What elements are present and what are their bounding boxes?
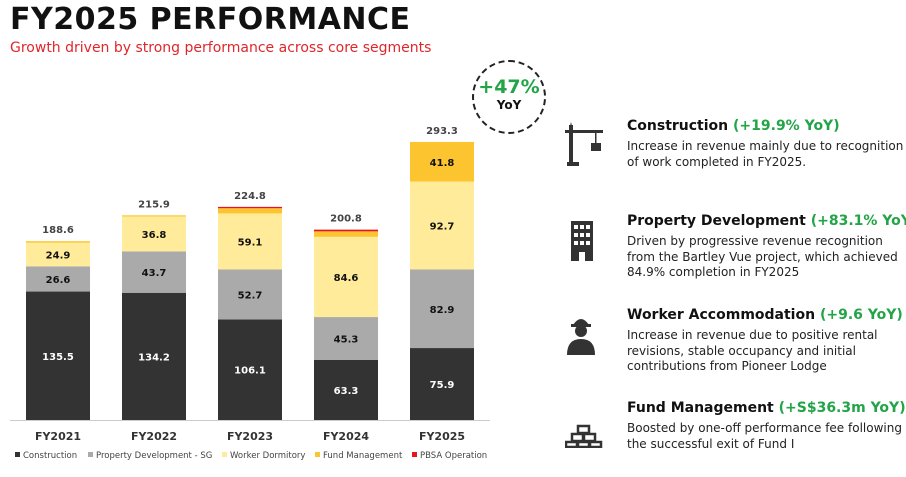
legend-label: PBSA Operation [420, 451, 487, 461]
legend-label: Construction [23, 451, 77, 461]
bar-segment [314, 317, 378, 360]
x-tick-label: FY2023 [227, 430, 273, 443]
total-label: 224.8 [234, 191, 266, 202]
total-label: 215.9 [138, 199, 170, 210]
legend-swatch [222, 452, 227, 457]
segment-title: Fund Management [627, 400, 774, 416]
data-label: 92.7 [430, 222, 455, 233]
data-label: 63.3 [334, 386, 359, 397]
bar-segment [122, 292, 186, 420]
bar-segment [410, 348, 474, 420]
segment-title: Property Development [627, 213, 806, 229]
legend-swatch [315, 452, 320, 457]
x-tick-label: FY2021 [35, 430, 81, 443]
bar-segment [218, 213, 282, 270]
x-tick-label: FY2024 [323, 430, 369, 443]
bar-segment [26, 242, 90, 267]
bar-segment [26, 266, 90, 292]
segment-title: Construction [627, 118, 729, 134]
crane-icon [565, 122, 603, 166]
segment-desc: Increase in revenue due to positive rent… [627, 328, 878, 373]
worker-icon [567, 319, 595, 355]
legend-label: Worker Dormitory [230, 451, 305, 461]
legend-label: Fund Management [323, 451, 403, 461]
segment-yoy: (+19.9% YoY) [733, 118, 840, 134]
yoy-badge: +47% YoY [472, 60, 546, 134]
data-label: 84.6 [334, 273, 359, 284]
data-label: 59.1 [238, 237, 263, 248]
bar-segment [122, 216, 186, 252]
bar-segment [314, 359, 378, 420]
data-label: 106.1 [234, 366, 266, 377]
bar-segment [26, 291, 90, 420]
bar-segment [314, 229, 378, 232]
legend-label: Property Development - SG [96, 451, 212, 461]
bar-segment [410, 269, 474, 349]
legend-swatch [88, 452, 93, 457]
bar-segment [410, 181, 474, 270]
bar-segment [314, 236, 378, 318]
bar-segment [26, 241, 90, 243]
data-label: 135.5 [42, 352, 74, 363]
bar-segment [218, 208, 282, 214]
segment-desc: Boosted by one-off performance fee follo… [627, 421, 902, 451]
segment-yoy: (+S$36.3m YoY) [778, 400, 906, 416]
total-label: 293.3 [426, 126, 458, 137]
data-label: 52.7 [238, 290, 263, 301]
data-label: 36.8 [142, 230, 167, 241]
segment-desc: Increase in revenue mainly due to recogn… [627, 139, 904, 169]
data-label: 82.9 [430, 305, 455, 316]
legend-swatch [15, 452, 20, 457]
data-label: 26.6 [46, 275, 71, 286]
data-label: 45.3 [334, 335, 359, 346]
segment-yoy: (+83.1% YoY) [810, 213, 906, 229]
bar-segment [122, 251, 186, 293]
total-label: 200.8 [330, 214, 362, 225]
building-icon [571, 221, 593, 261]
segment-yoy: (+9.6 YoY) [819, 307, 903, 323]
data-label: 134.2 [138, 352, 170, 363]
data-label: 75.9 [430, 380, 455, 391]
segment-desc: Driven by progressive revenue recognitio… [627, 234, 898, 279]
legend-swatch [412, 452, 417, 457]
x-tick-label: FY2025 [419, 430, 465, 443]
gold-bars-icon [565, 424, 603, 448]
bar-segment [410, 141, 474, 182]
data-label: 41.8 [430, 158, 455, 169]
bar-segment [218, 269, 282, 320]
total-label: 188.6 [42, 225, 74, 236]
bar-segment [122, 215, 186, 217]
bar-segment [218, 319, 282, 420]
bar-segment [314, 231, 378, 237]
stacked-bar-chart: 135.5 26.6 24.9 188.6 FY2021 134.2 43.7 36.8 215… [10, 126, 490, 461]
bar-segment [218, 206, 282, 209]
page-subtitle: Growth driven by strong performance acro… [10, 40, 432, 56]
x-tick-label: FY2022 [131, 430, 177, 443]
yoy-value: +47% [478, 76, 540, 98]
data-label: 24.9 [46, 251, 71, 262]
page-title: FY2025 PERFORMANCE [10, 2, 411, 37]
data-label: 43.7 [142, 268, 167, 279]
segment-title: Worker Accommodation [627, 307, 816, 323]
yoy-label: YoY [496, 98, 522, 112]
